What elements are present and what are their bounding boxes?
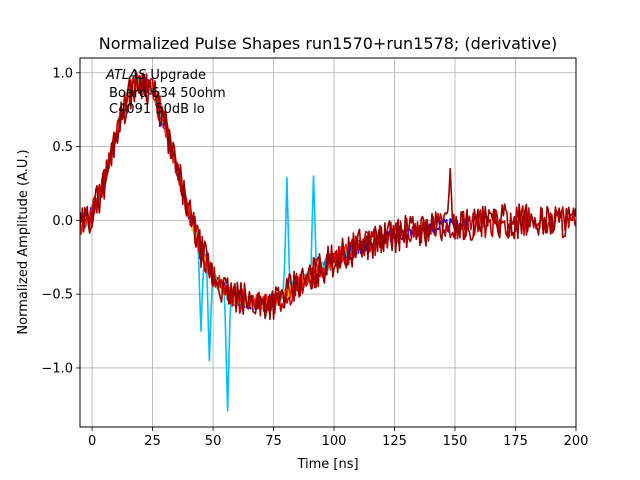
x-tick-label: 125 xyxy=(382,434,407,449)
x-tick-label: 100 xyxy=(322,434,347,449)
y-tick-label: −0.5 xyxy=(41,288,73,303)
x-tick-label: 75 xyxy=(265,434,282,449)
x-tick-label: 150 xyxy=(443,434,468,449)
x-axis-label: Time [ns] xyxy=(296,457,358,472)
y-tick-label: −1.0 xyxy=(41,361,73,376)
y-tick-label: 0.0 xyxy=(52,214,73,229)
x-tick-label: 25 xyxy=(144,434,161,449)
y-axis-ticks: −1.0 −0.5 0.0 0.5 1.0 xyxy=(41,66,80,376)
x-tick-label: 175 xyxy=(503,434,528,449)
board-annotation: Board 634 50ohm xyxy=(109,86,226,101)
x-tick-label: 0 xyxy=(88,434,96,449)
plot-frame xyxy=(79,57,577,428)
series-line-trace-7 xyxy=(80,70,576,321)
upgrade-label: Upgrade xyxy=(146,68,206,83)
series-line-trace-2 xyxy=(80,77,359,412)
chart-title: Normalized Pulse Shapes run1570+run1578;… xyxy=(99,34,557,53)
atlas-annotation: ATLAS Upgrade xyxy=(105,68,206,83)
y-tick-label: 1.0 xyxy=(52,66,73,81)
series-group xyxy=(80,70,576,412)
y-axis-label: Normalized Amplitude (A.U.) xyxy=(16,149,31,334)
x-tick-label: 50 xyxy=(205,434,222,449)
atlas-label: ATLAS xyxy=(105,68,146,83)
y-tick-label: 0.5 xyxy=(52,140,73,155)
x-axis-ticks: 0 25 50 75 100 125 150 175 200 xyxy=(88,427,588,449)
scope-annotation: C4091 50dB lo xyxy=(109,102,205,117)
x-tick-label: 200 xyxy=(564,434,589,449)
